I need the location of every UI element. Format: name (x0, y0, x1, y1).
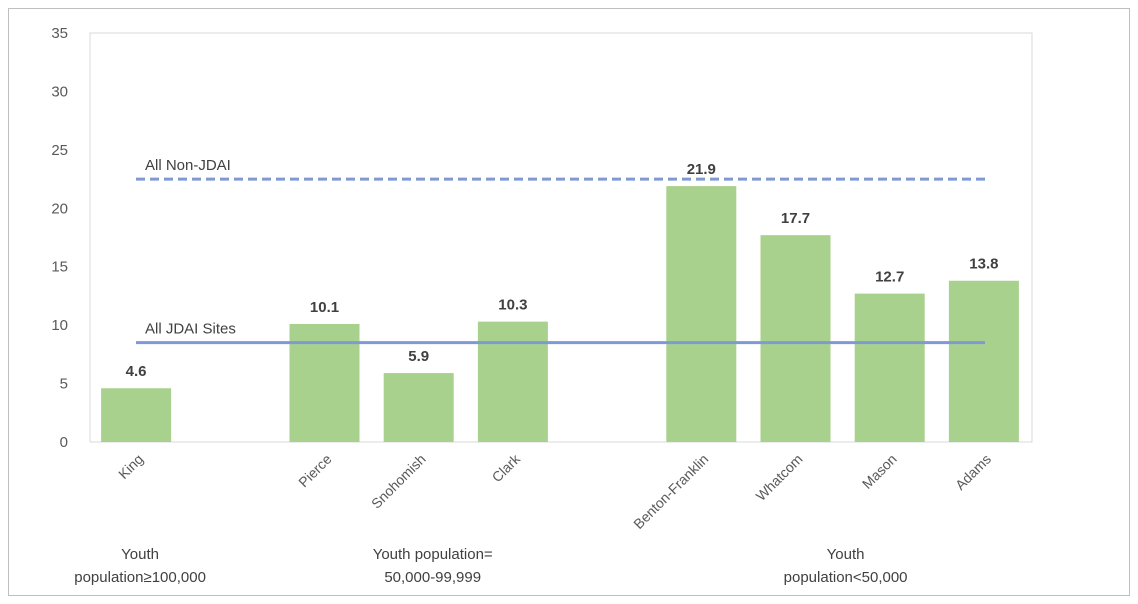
group-labels: Youth population≥100,000 Youth population=… (74, 546, 907, 586)
data-label: 21.9 (687, 161, 716, 178)
x-tick-label: Pierce (295, 451, 335, 491)
group-label: 50,000-99,999 (384, 569, 481, 586)
group-label: Youth population= (373, 546, 493, 563)
y-tick-label: 35 (51, 25, 68, 42)
x-tick-label: Benton-Franklin (630, 451, 711, 532)
x-tick-label: Clark (489, 450, 524, 485)
group-label: Youth (827, 546, 865, 563)
group-label: population≥100,000 (74, 569, 206, 586)
bar-adams (948, 280, 1019, 442)
data-label: 10.3 (498, 297, 527, 314)
reference-lines: All JDAI Sites All Non-JDAI (136, 157, 985, 345)
y-tick-label: 15 (51, 259, 68, 276)
data-label: 5.9 (408, 348, 429, 365)
data-label: 17.7 (781, 210, 810, 227)
y-tick-label: 5 (60, 376, 68, 393)
y-tick-label: 20 (51, 200, 68, 217)
y-tick-label: 0 (60, 434, 68, 451)
plot-area-border (89, 32, 1033, 443)
reference-line-label: All Non-JDAI (145, 157, 231, 174)
group-label: population<50,000 (784, 569, 908, 586)
chart-frame (8, 8, 1130, 596)
x-axis: King Pierce Snohomish Clark Benton-Franklin W… (115, 450, 994, 532)
data-labels: 4.6 10.1 5.9 10.3 21.9 17.7 12.7 13.8 (126, 161, 999, 380)
bar-clark (477, 321, 548, 442)
x-tick-label: Whatcom (752, 451, 805, 504)
x-tick-label: Adams (952, 451, 994, 493)
y-tick-label: 30 (51, 83, 68, 100)
bar-whatcom (760, 235, 831, 442)
group-label: Youth (121, 546, 159, 563)
bar-mason (854, 293, 925, 442)
x-tick-label: Snohomish (368, 451, 429, 512)
data-label: 13.8 (969, 256, 998, 273)
bars (101, 186, 1019, 442)
x-tick-label: Mason (859, 451, 900, 492)
y-tick-label: 10 (51, 317, 68, 334)
data-label: 4.6 (126, 363, 147, 380)
bar-benton-franklin (666, 186, 737, 442)
bar-king (101, 388, 172, 442)
reference-line-label: All JDAI Sites (145, 321, 236, 338)
y-axis: 0 5 10 15 20 25 30 35 (51, 25, 1033, 451)
data-label: 10.1 (310, 299, 339, 316)
x-tick-label: King (115, 451, 146, 482)
data-label: 12.7 (875, 269, 904, 286)
bar-snohomish (383, 373, 454, 442)
y-tick-label: 25 (51, 142, 68, 159)
